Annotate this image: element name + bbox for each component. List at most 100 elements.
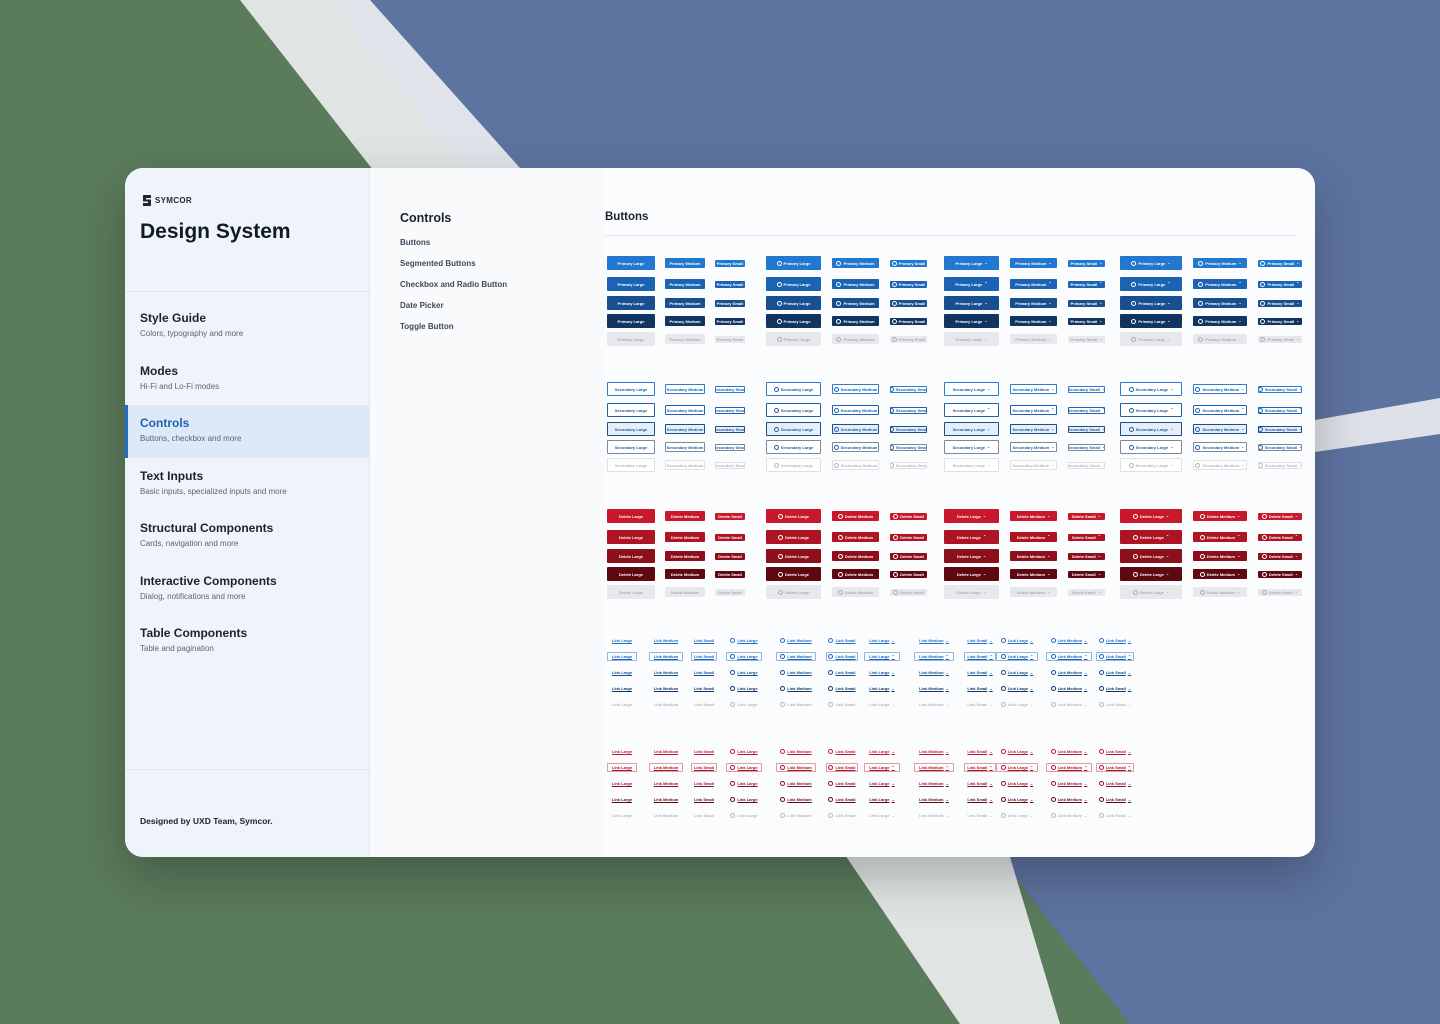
primary-medium-button[interactable]: Primary Medium [665,298,705,308]
delete-medium-button[interactable]: Delete Medium [665,551,705,561]
primary-medium-button[interactable]: Primary Medium ⌄ [1010,298,1057,308]
primary-large-button[interactable]: Primary Large ⌄ [1120,314,1182,328]
primary-small-button[interactable]: Primary Small ⌄ [1258,259,1302,267]
sidebar-item-interactive-components[interactable]: Interactive Components Dialog, notificati… [125,563,369,616]
secondary-large-button[interactable]: Secondary Large [766,458,821,472]
link-danger-large-button[interactable]: Link Large ⌄ [864,779,900,788]
link-danger-small-button[interactable]: Link Small [691,795,717,804]
secondary-medium-button[interactable]: Secondary Medium ⌃ [1010,405,1057,415]
link-medium-button[interactable]: Link Medium [649,700,683,709]
delete-small-button[interactable]: Delete Small [715,533,745,541]
primary-large-button[interactable]: Primary Large ⌃ [1120,277,1182,291]
delete-medium-button[interactable]: Delete Medium [665,532,705,542]
link-medium-button[interactable]: Link Medium ⌄ [1046,700,1092,709]
link-danger-small-button[interactable]: Link Small ⌄ [1096,795,1134,804]
primary-large-button[interactable]: Primary Large ⌄ [944,314,999,328]
link-large-button[interactable]: Link Large [726,668,762,677]
secondary-large-button[interactable]: Secondary Large ⌃ [944,403,999,417]
primary-small-button[interactable]: Primary Small [890,280,927,288]
delete-small-button[interactable]: Delete Small ⌄ [1068,570,1105,578]
link-medium-button[interactable]: Link Medium [776,684,816,693]
link-danger-medium-button[interactable]: Link Medium [649,811,683,820]
link-danger-medium-button[interactable]: Link Medium ⌄ [1046,747,1092,756]
secondary-large-button[interactable]: Secondary Large [607,403,655,417]
link-medium-button[interactable]: Link Medium [776,652,816,661]
link-large-button[interactable]: Link Large [607,700,637,709]
secondary-medium-button[interactable]: Secondary Medium [832,442,879,452]
secondary-small-button[interactable]: Secondary Small ⌄ [1068,425,1105,433]
secondary-medium-button[interactable]: Secondary Medium ⌄ [1193,460,1247,470]
link-danger-medium-button[interactable]: Link Medium [776,763,816,772]
secondary-small-button[interactable]: Secondary Small [715,443,745,451]
delete-medium-button[interactable]: Delete Medium [832,532,879,542]
submenu-item-buttons[interactable]: Buttons [400,238,431,247]
delete-medium-button[interactable]: Delete Medium [665,569,705,579]
primary-small-button[interactable]: Primary Small ⌄ [1258,335,1302,343]
link-danger-small-button[interactable]: Link Small [826,779,858,788]
primary-large-button[interactable]: Primary Large [766,256,821,270]
primary-medium-button[interactable]: Primary Medium ⌄ [1193,258,1247,268]
primary-small-button[interactable]: Primary Small [890,317,927,325]
link-small-button[interactable]: Link Small ⌄ [964,684,996,693]
primary-medium-button[interactable]: Primary Medium ⌃ [1193,279,1247,289]
delete-small-button[interactable]: Delete Small ⌄ [1258,570,1302,578]
link-danger-large-button[interactable]: Link Large ⌃ [864,763,900,772]
link-danger-large-button[interactable]: Link Large ⌄ [996,795,1038,804]
delete-small-button[interactable]: Delete Small ⌃ [1068,533,1105,541]
delete-medium-button[interactable]: Delete Medium [832,569,879,579]
link-danger-medium-button[interactable]: Link Medium ⌄ [1046,811,1092,820]
delete-medium-button[interactable]: Delete Medium [665,587,705,597]
delete-small-button[interactable]: Delete Small [890,588,927,596]
primary-medium-button[interactable]: Primary Medium ⌃ [1010,279,1057,289]
primary-small-button[interactable]: Primary Small ⌄ [1068,335,1105,343]
link-large-button[interactable]: Link Large [726,652,762,661]
secondary-large-button[interactable]: Secondary Large ⌄ [1120,382,1182,396]
delete-large-button[interactable]: Delete Large [766,549,821,563]
link-large-button[interactable]: Link Large [726,636,762,645]
secondary-small-button[interactable]: Secondary Small ⌃ [1258,406,1302,414]
delete-large-button[interactable]: Delete Large ⌄ [1120,567,1182,581]
primary-large-button[interactable]: Primary Large [607,256,655,270]
link-small-button[interactable]: Link Small [691,636,717,645]
secondary-medium-button[interactable]: Secondary Medium ⌄ [1010,424,1057,434]
link-medium-button[interactable]: Link Medium [649,652,683,661]
link-large-button[interactable]: Link Large ⌄ [996,636,1038,645]
secondary-large-button[interactable]: Secondary Large [766,422,821,436]
link-danger-medium-button[interactable]: Link Medium [649,795,683,804]
primary-large-button[interactable]: Primary Large ⌄ [944,256,999,270]
link-danger-large-button[interactable]: Link Large [726,811,762,820]
secondary-large-button[interactable]: Secondary Large [766,403,821,417]
link-danger-medium-button[interactable]: Link Medium [649,779,683,788]
primary-medium-button[interactable]: Primary Medium [832,316,879,326]
link-medium-button[interactable]: Link Medium ⌃ [914,652,954,661]
delete-small-button[interactable]: Delete Small [715,588,745,596]
primary-medium-button[interactable]: Primary Medium ⌄ [1010,258,1057,268]
link-small-button[interactable]: Link Small [826,684,858,693]
link-large-button[interactable]: Link Large ⌄ [864,684,900,693]
secondary-large-button[interactable]: Secondary Large [607,422,655,436]
link-danger-large-button[interactable]: Link Large [726,779,762,788]
link-danger-small-button[interactable]: Link Small ⌃ [1096,763,1134,772]
link-large-button[interactable]: Link Large [607,668,637,677]
secondary-large-button[interactable]: Secondary Large ⌄ [1120,440,1182,454]
secondary-large-button[interactable]: Secondary Large [766,382,821,396]
link-large-button[interactable]: Link Large [607,684,637,693]
link-danger-large-button[interactable]: Link Large ⌄ [864,811,900,820]
delete-large-button[interactable]: Delete Large [766,530,821,544]
link-danger-large-button[interactable]: Link Large [607,763,637,772]
sidebar-item-structural-components[interactable]: Structural Components Cards, navigation a… [125,510,369,563]
secondary-small-button[interactable]: Secondary Small ⌄ [1258,443,1302,451]
delete-small-button[interactable]: Delete Small [715,512,745,520]
delete-large-button[interactable]: Delete Large ⌄ [1120,585,1182,599]
delete-large-button[interactable]: Delete Large ⌄ [944,567,999,581]
link-small-button[interactable]: Link Small [826,636,858,645]
delete-large-button[interactable]: Delete Large [607,530,655,544]
primary-large-button[interactable]: Primary Large [766,296,821,310]
delete-large-button[interactable]: Delete Large ⌄ [1120,509,1182,523]
sidebar-item-style-guide[interactable]: Style Guide Colors, typography and more [125,300,369,353]
delete-small-button[interactable]: Delete Small ⌄ [1258,512,1302,520]
delete-large-button[interactable]: Delete Large [607,549,655,563]
primary-small-button[interactable]: Primary Small [715,317,745,325]
delete-medium-button[interactable]: Delete Medium ⌃ [1010,532,1057,542]
submenu-item-date-picker[interactable]: Date Picker [400,301,444,310]
